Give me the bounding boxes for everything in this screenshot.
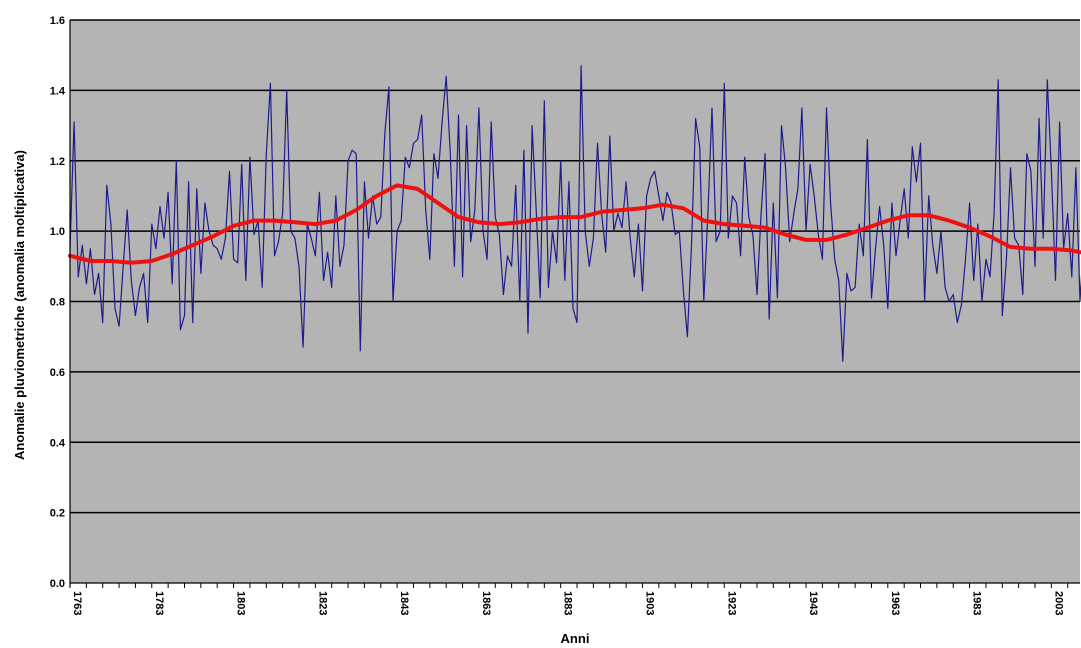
x-tick-label: 1783	[153, 591, 165, 615]
x-tick-label: 2003	[1052, 591, 1064, 615]
y-tick-labels: 0.0 0.2 0.4 0.6 0.8 1.0 1.2 1.4 1.6	[50, 15, 66, 590]
x-tick-labels: 1763 1783 1803 1823 1843 1863 1883 1903 1923 1943…	[71, 591, 1064, 615]
x-tick-label: 1943	[807, 591, 819, 615]
y-tick-label: 0.8	[50, 297, 65, 309]
x-tick-label: 1923	[725, 591, 737, 615]
y-tick-label: 1.0	[50, 226, 65, 238]
y-tick-label: 0.2	[50, 508, 65, 520]
x-tick-label: 1863	[480, 591, 492, 615]
y-tick-label: 0.6	[50, 367, 65, 379]
x-tick-label: 1803	[235, 591, 247, 615]
x-axis-title: Anni	[561, 631, 590, 646]
gridlines	[70, 19, 1080, 514]
x-tick-label: 1983	[971, 591, 983, 615]
y-tick-label: 1.6	[50, 15, 65, 27]
smoothed-series-line	[68, 183, 1081, 265]
x-tick-label: 1843	[398, 591, 410, 615]
y-tick-label: 1.4	[50, 85, 66, 97]
x-tick-label: 1823	[316, 591, 328, 615]
x-tick-label: 1763	[71, 591, 83, 615]
axes	[69, 20, 1080, 588]
x-tick-label: 1963	[889, 591, 901, 615]
y-axis-title: Anomalie pluviometriche (anomalia moltip…	[12, 150, 27, 460]
x-tick-label: 1903	[643, 591, 655, 615]
annual-series-line	[69, 65, 1081, 362]
y-tick-label: 1.2	[50, 156, 65, 168]
y-tick-label: 0.4	[50, 437, 66, 449]
y-tick-label: 0.0	[50, 578, 65, 590]
x-tick-label: 1883	[562, 591, 574, 615]
series-layer	[68, 65, 1081, 362]
